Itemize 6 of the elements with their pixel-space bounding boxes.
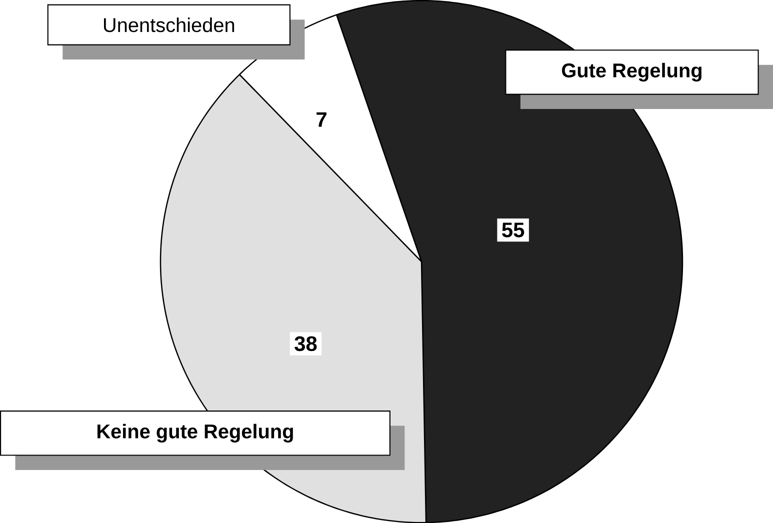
slice-label: Keine gute Regelung [98,424,293,442]
slice-label: Unentschieden [104,17,234,32]
data-label: 7 [316,112,326,127]
data-label: 55 [502,222,524,238]
slice-label: Gute Regelung [562,62,702,82]
data-label: 38 [294,336,317,352]
